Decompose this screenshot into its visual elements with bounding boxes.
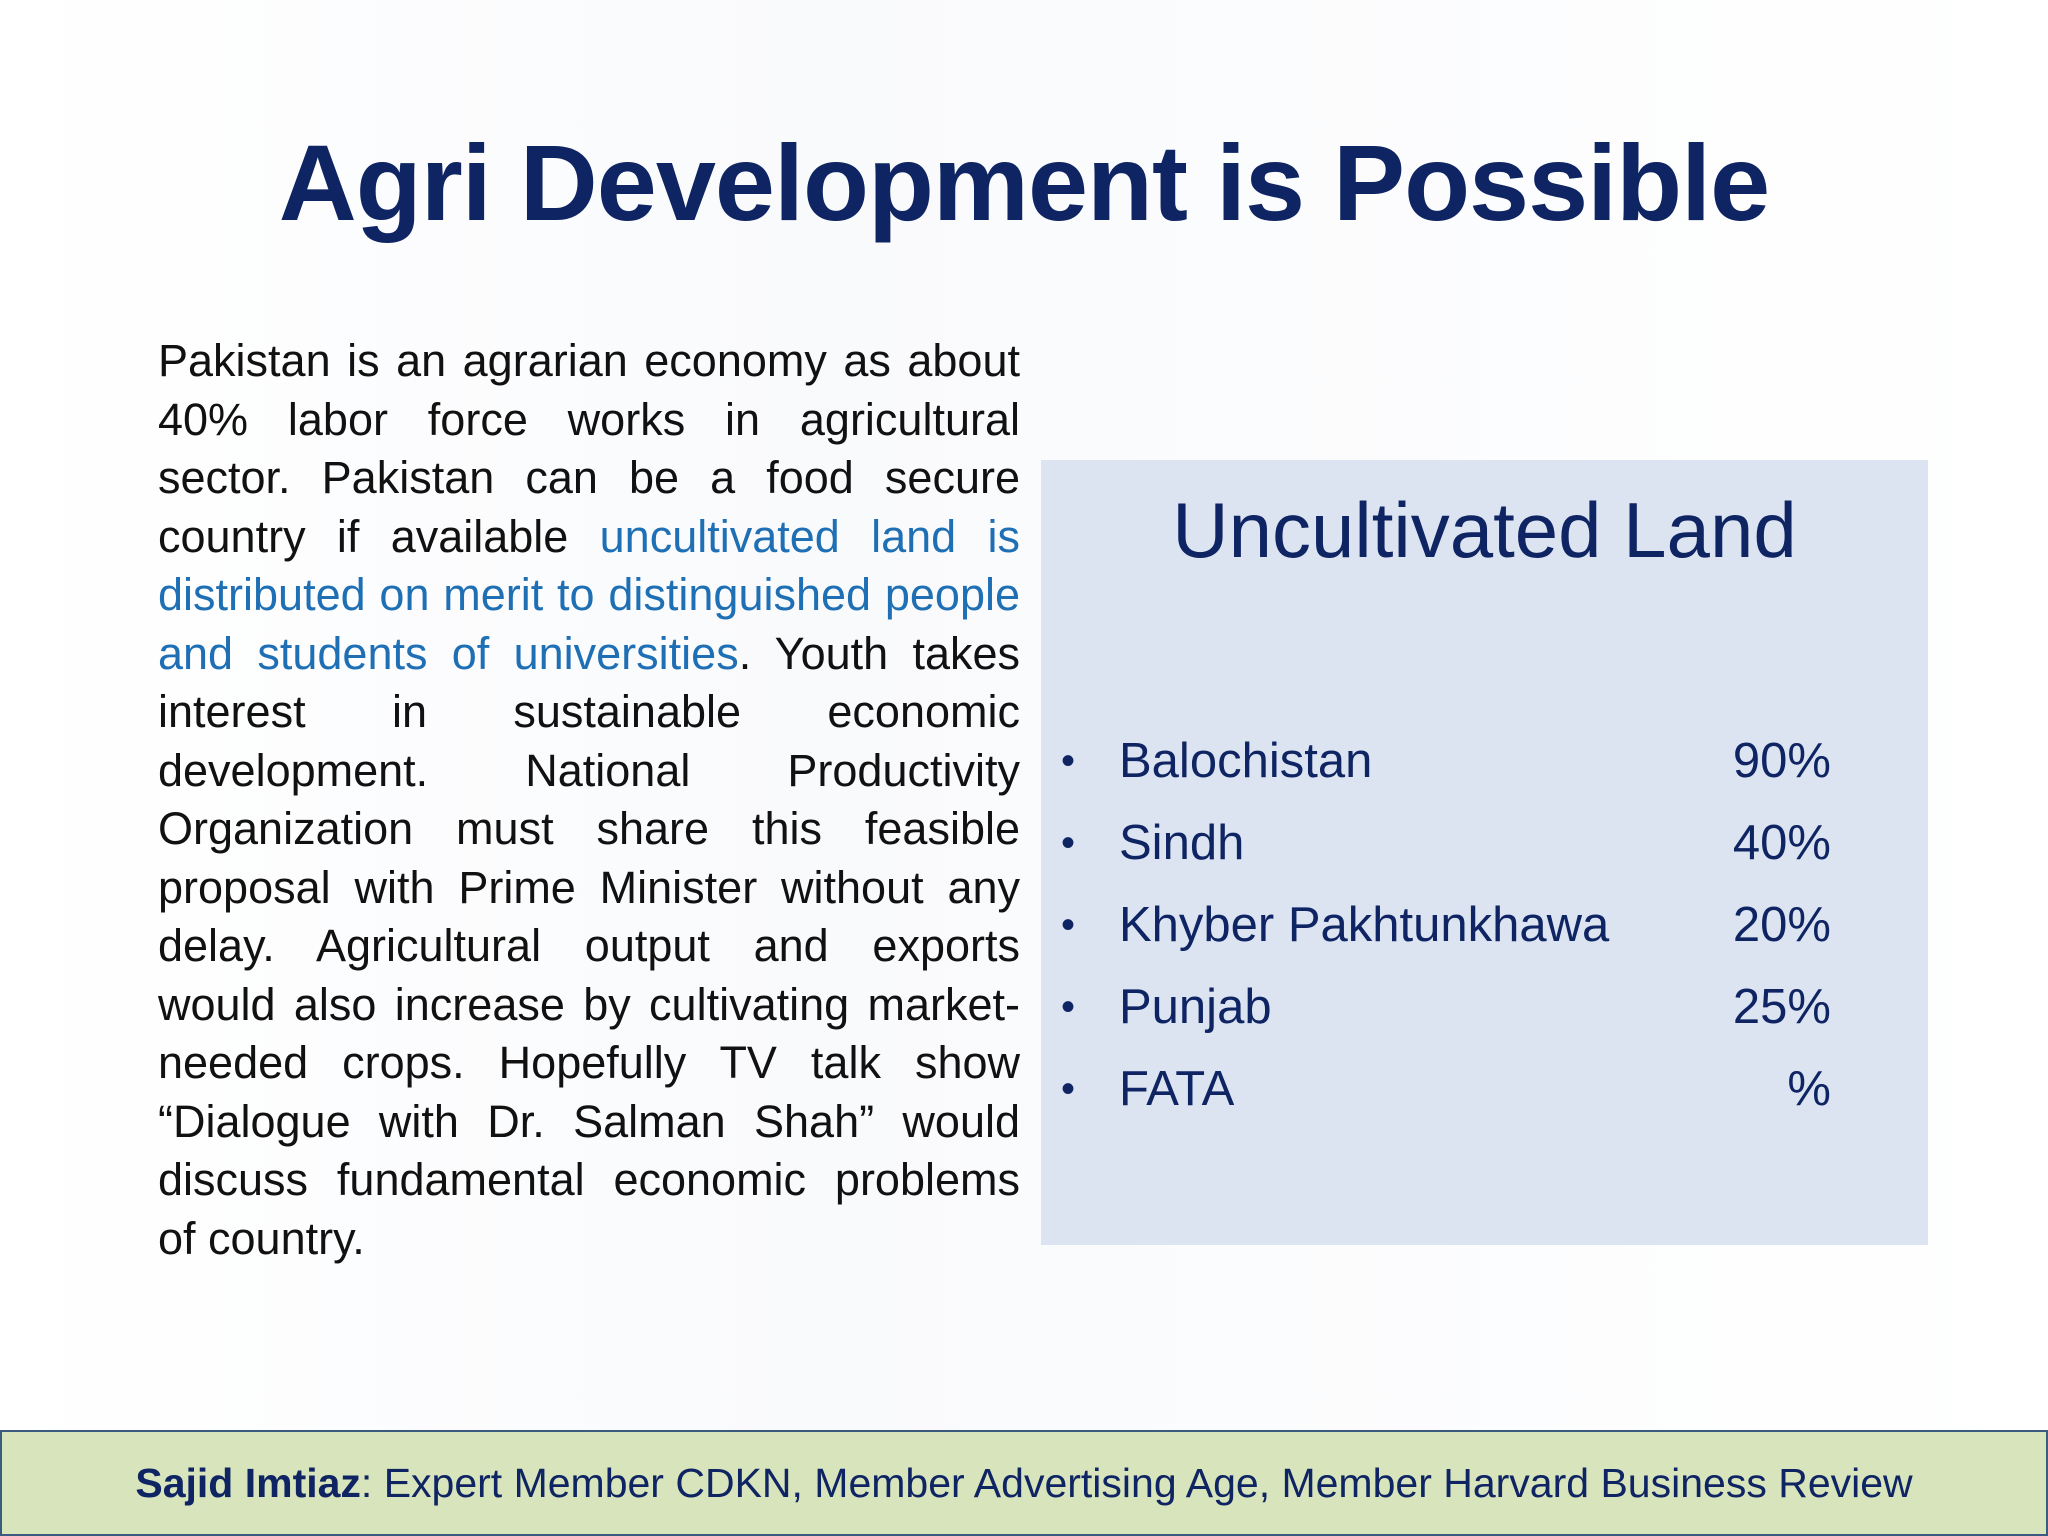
body-text-before: Pakistan is an agrarian economy as about… xyxy=(158,335,1020,562)
land-region: Khyber Pakhtunkhawa xyxy=(1119,898,1610,952)
land-region: FATA xyxy=(1119,1062,1235,1116)
land-percent: 25% xyxy=(1732,980,1831,1034)
land-percent: 40% xyxy=(1732,816,1831,870)
body-paragraph: Pakistan is an agrarian economy as about… xyxy=(158,332,1020,1268)
footer-details: : Expert Member CDKN, Member Advertising… xyxy=(360,1460,1913,1506)
land-percent: 90% xyxy=(1732,734,1831,788)
body-highlight: uncultivated land is distributed on meri… xyxy=(158,510,1021,679)
slide-title: Agri Development is Possible xyxy=(278,122,1770,243)
land-item-khyber-pakhtunkhawa: • Khyber Pakhtunkhawa 20% xyxy=(1061,884,1831,966)
land-box-title: Uncultivated Land xyxy=(1172,486,1797,574)
bullet-icon: • xyxy=(1061,1067,1076,1111)
land-item-punjab: • Punjab 25% xyxy=(1061,966,1831,1048)
land-percent: % xyxy=(1787,1062,1831,1116)
land-item-fata: • FATA % xyxy=(1061,1048,1831,1130)
land-list: • Balochistan 90% • Sindh 40% • Khyber P… xyxy=(1061,720,1831,1130)
land-region: Punjab xyxy=(1119,980,1272,1034)
land-region: Balochistan xyxy=(1119,734,1373,788)
bullet-icon: • xyxy=(1061,903,1076,947)
land-item-balochistan: • Balochistan 90% xyxy=(1061,720,1831,802)
uncultivated-land-box: Uncultivated Land • Balochistan 90% • Si… xyxy=(1041,460,1928,1245)
bullet-icon: • xyxy=(1061,985,1076,1029)
footer-banner: Sajid Imtiaz: Expert Member CDKN, Member… xyxy=(0,1430,2048,1536)
land-percent: 20% xyxy=(1732,898,1831,952)
land-region: Sindh xyxy=(1119,816,1245,870)
bullet-icon: • xyxy=(1061,821,1076,865)
land-item-sindh: • Sindh 40% xyxy=(1061,802,1831,884)
body-text-after: . Youth takes interest in sustainable ec… xyxy=(158,627,1021,1264)
footer-author: Sajid Imtiaz xyxy=(135,1460,361,1506)
bullet-icon: • xyxy=(1061,739,1076,783)
